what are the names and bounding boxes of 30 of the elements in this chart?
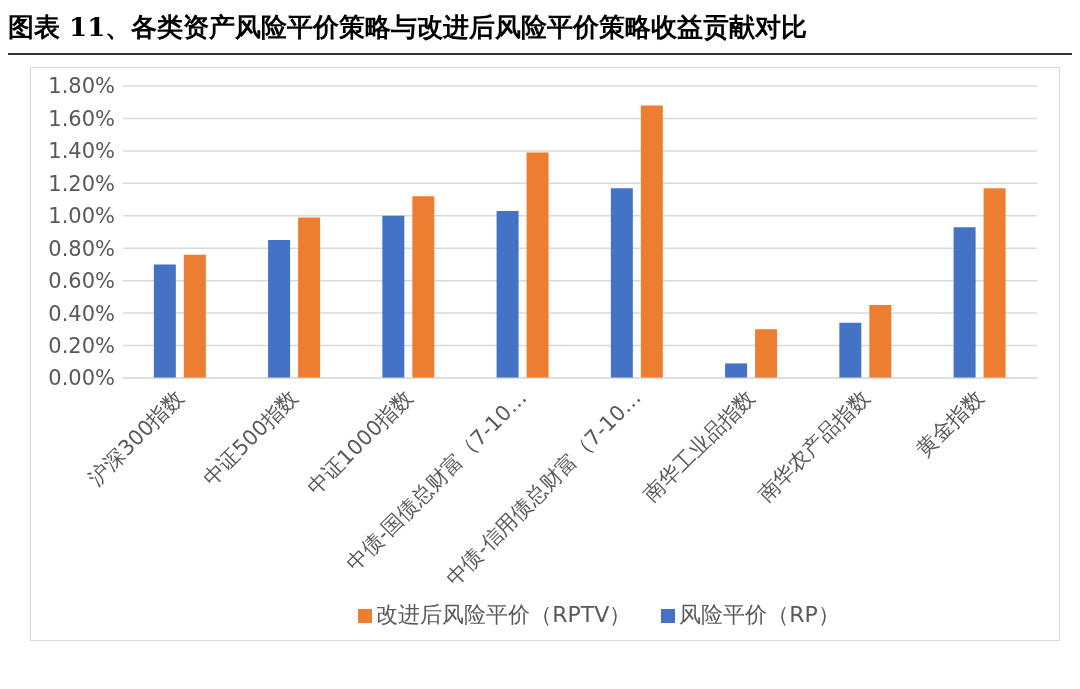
bar	[755, 329, 778, 378]
y-tick-label: 0.40%	[48, 301, 115, 326]
bar	[526, 152, 549, 378]
y-tick-label: 0.60%	[48, 269, 115, 294]
y-tick-label: 1.80%	[48, 74, 115, 99]
y-tick-label: 0.20%	[48, 334, 115, 359]
bar	[153, 264, 176, 378]
bar	[869, 305, 892, 378]
y-tick-label: 1.00%	[48, 204, 115, 229]
bar	[953, 227, 976, 378]
bar	[183, 254, 206, 378]
y-tick-label: 0.00%	[48, 366, 115, 391]
y-tick-label: 1.20%	[48, 171, 115, 196]
bar	[640, 105, 663, 378]
bar	[412, 196, 435, 378]
chart-title: 图表 11、各类资产风险平价策略与改进后风险平价策略收益贡献对比	[8, 8, 1072, 55]
bar	[725, 363, 748, 378]
legend-label: 改进后风险平价（RPTV）	[376, 602, 632, 627]
x-tick-label: 黄金指数	[911, 385, 989, 462]
bar	[839, 322, 862, 378]
bar	[496, 210, 519, 378]
y-tick-label: 0.80%	[48, 236, 115, 261]
y-tick-label: 1.40%	[48, 139, 115, 164]
bar	[610, 188, 633, 378]
bar	[983, 188, 1006, 378]
y-tick-label: 1.60%	[48, 106, 115, 131]
bar	[268, 240, 291, 378]
legend-label: 风险平价（RP）	[679, 602, 840, 627]
bar	[298, 217, 321, 378]
bar	[382, 215, 405, 378]
